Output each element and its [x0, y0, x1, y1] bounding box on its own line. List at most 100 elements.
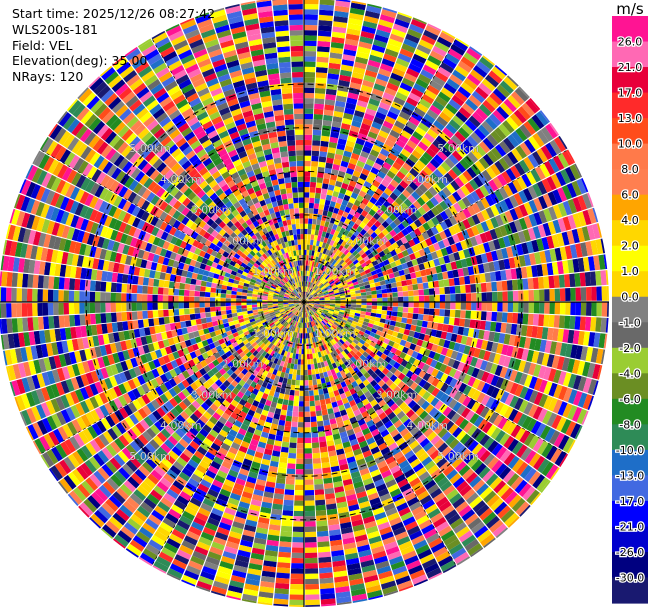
range-gate-cell [334, 202, 342, 210]
range-gate-cell [527, 313, 534, 326]
range-gate-cell [304, 124, 313, 130]
range-gate-cell [377, 326, 384, 332]
range-gate-cell [537, 458, 550, 474]
range-gate-cell [392, 143, 404, 153]
range-gate-cell [533, 364, 542, 377]
range-gate-cell [496, 312, 503, 322]
range-gate-cell [440, 146, 452, 158]
range-gate-cell [343, 287, 350, 291]
range-gate-cell [385, 456, 396, 465]
range-gate-cell [538, 210, 548, 224]
range-gate-cell [307, 294, 312, 299]
range-gate-cell [473, 176, 484, 188]
range-gate-cell [346, 372, 353, 379]
range-gate-cell [353, 243, 360, 250]
range-gate-cell [478, 103, 492, 117]
range-gate-cell [436, 36, 452, 48]
range-gate-cell [492, 291, 498, 302]
range-gate-cell [434, 233, 443, 242]
range-gate-cell [523, 202, 534, 215]
range-gate-cell [462, 396, 472, 407]
range-gate-cell [450, 180, 461, 191]
range-gate-cell [366, 354, 374, 362]
range-gate-cell [363, 74, 376, 83]
range-gate-cell [387, 268, 394, 275]
range-gate-cell [560, 169, 571, 184]
range-gate-cell [277, 562, 291, 569]
range-gate-cell [415, 126, 427, 137]
range-gate-cell [521, 325, 528, 337]
range-gate-cell [328, 327, 334, 333]
range-gate-cell [400, 202, 409, 211]
range-gate-cell [389, 382, 398, 391]
range-gate-cell [354, 344, 361, 351]
range-gate-cell [348, 18, 363, 26]
range-gate-cell [314, 279, 319, 285]
range-gate-cell [454, 285, 461, 294]
range-gate-cell [305, 594, 320, 600]
range-gate-cell [331, 169, 339, 176]
range-gate-cell [344, 38, 359, 47]
range-gate-cell [416, 44, 432, 55]
range-gate-cell [481, 78, 496, 92]
range-gate-cell [421, 93, 435, 105]
range-gate-cell [490, 204, 500, 217]
range-gate-cell [443, 228, 452, 238]
range-gate-cell [292, 526, 304, 533]
range-gate-cell [369, 126, 380, 135]
range-gate-cell [437, 240, 446, 249]
range-gate-cell [338, 287, 344, 291]
range-gate-cell [349, 388, 357, 395]
range-gate-cell [438, 316, 445, 324]
range-gate-cell [553, 136, 566, 152]
range-gate-cell [283, 394, 290, 401]
range-gate-cell [378, 412, 387, 421]
range-gate-cell [323, 291, 329, 295]
range-gate-cell [377, 357, 385, 365]
range-gate-cell [307, 305, 311, 311]
range-gate-cell [294, 390, 300, 396]
range-gate-cell [315, 499, 326, 506]
range-gate-cell [360, 327, 367, 333]
range-gate-cell [304, 474, 314, 480]
range-gate-cell [577, 195, 588, 211]
range-gate-cell [368, 424, 378, 433]
range-gate-cell [395, 157, 405, 167]
range-gate-cell [440, 161, 452, 172]
range-gate-cell [456, 188, 466, 199]
range-gate-cell [285, 383, 291, 390]
range-gate-cell [376, 134, 387, 144]
range-gate-cell [291, 421, 298, 428]
range-gate-cell [414, 345, 422, 353]
range-gate-cell [316, 51, 330, 58]
range-gate-cell [541, 178, 552, 193]
range-gate-cell [442, 324, 449, 332]
range-gate-cell [503, 406, 514, 419]
range-gate-cell [337, 251, 344, 258]
range-gate-cell [467, 543, 483, 556]
range-gate-cell [448, 226, 457, 236]
range-gate-cell [355, 293, 362, 297]
range-gate-cell [378, 336, 386, 342]
range-gate-cell [309, 303, 315, 305]
range-gate-cell [304, 0, 319, 5]
range-gate-cell [349, 157, 358, 166]
range-gate-cell [273, 603, 289, 607]
range-gate-cell [370, 379, 378, 388]
range-gate-cell [409, 426, 420, 436]
range-gate-cell [439, 294, 446, 302]
range-gate-cell [324, 303, 331, 305]
range-gate-cell [308, 281, 311, 288]
range-gate-cell [479, 507, 493, 521]
range-gate-cell [319, 340, 324, 346]
range-gate-cell [460, 285, 466, 294]
range-gate-cell [323, 292, 329, 296]
range-gate-cell [391, 125, 403, 135]
range-gate-cell [290, 584, 304, 590]
range-gate-cell [276, 567, 290, 574]
range-gate-cell [420, 327, 427, 334]
range-gate-cell [343, 229, 350, 237]
range-gate-cell [322, 183, 329, 190]
range-gate-cell [376, 305, 383, 310]
range-gate-cell [418, 263, 426, 271]
